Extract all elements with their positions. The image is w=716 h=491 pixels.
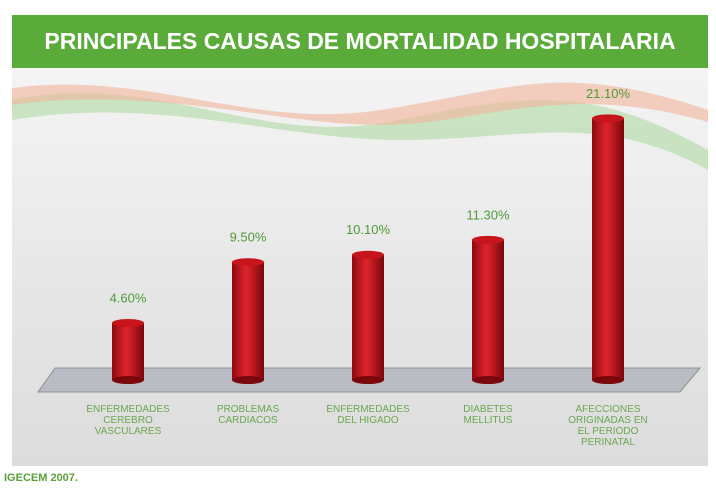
value-label: 4.60% bbox=[110, 290, 147, 305]
bar bbox=[112, 323, 144, 380]
value-label: 9.50% bbox=[230, 230, 267, 245]
category-label: ENFERMEDADES CEREBRO VASCULARES bbox=[73, 404, 183, 437]
bar bbox=[472, 240, 504, 380]
value-label: 11.30% bbox=[466, 207, 510, 222]
bar-top bbox=[112, 319, 144, 327]
bar-bottom bbox=[232, 376, 264, 384]
bar-top bbox=[232, 258, 264, 266]
category-label: AFECCIONES ORIGINADAS EN EL PERIODO PERI… bbox=[553, 404, 663, 448]
bar-top bbox=[472, 236, 504, 244]
category-label: DIABETES MELLITUS bbox=[433, 404, 543, 426]
value-label: 21.10% bbox=[586, 86, 631, 101]
category-label: ENFERMEDADES DEL HIGADO bbox=[313, 404, 423, 426]
value-label: 10.10% bbox=[346, 222, 391, 237]
bar bbox=[232, 262, 264, 380]
bar-bottom bbox=[352, 376, 384, 384]
bar bbox=[592, 118, 624, 380]
source: IGECEM 2007. bbox=[4, 472, 78, 484]
bar bbox=[352, 255, 384, 380]
chart-title: PRINCIPALES CAUSAS DE MORTALIDAD HOSPITA… bbox=[44, 28, 675, 54]
category-label: PROBLEMAS CARDIACOS bbox=[193, 404, 303, 426]
bar-top bbox=[352, 251, 384, 259]
infographic: PRINCIPALES CAUSAS DE MORTALIDAD HOSPITA… bbox=[0, 0, 716, 491]
bar-top bbox=[592, 114, 624, 122]
bar-bottom bbox=[112, 376, 144, 384]
bar-bottom bbox=[592, 376, 624, 384]
bar-bottom bbox=[472, 376, 504, 384]
